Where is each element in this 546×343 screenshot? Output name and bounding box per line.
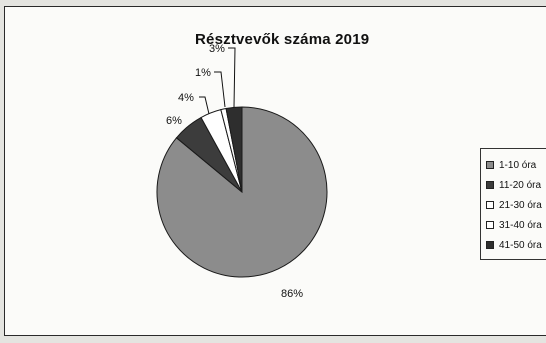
leader-line-3 xyxy=(199,96,210,115)
legend-label-2: 11-20 óra xyxy=(499,179,542,191)
data-label-4: 1% xyxy=(195,67,211,79)
legend-swatch-3 xyxy=(486,201,494,209)
legend-label-4: 31-40 óra xyxy=(499,219,542,231)
legend-label-5: 41-50 óra xyxy=(499,239,542,251)
legend-swatch-5 xyxy=(486,241,494,249)
data-label-1: 86% xyxy=(281,288,303,300)
legend-item-1: 1-10 óra xyxy=(481,155,546,175)
leader-line-5 xyxy=(228,47,236,108)
data-label-3: 4% xyxy=(178,92,194,104)
legend-item-5: 41-50 óra xyxy=(481,235,546,255)
legend-item-2: 11-20 óra xyxy=(481,175,546,195)
legend-item-4: 31-40 óra xyxy=(481,215,546,235)
chart-legend: 1-10 óra 11-20 óra 21-30 óra 31-40 óra 4… xyxy=(480,148,546,260)
legend-item-3: 21-30 óra xyxy=(481,195,546,215)
chart-title: Résztvevők száma 2019 xyxy=(195,31,370,48)
legend-label-1: 1-10 óra xyxy=(499,159,537,171)
legend-swatch-2 xyxy=(486,181,494,189)
data-label-5: 3% xyxy=(209,43,225,55)
legend-label-3: 21-30 óra xyxy=(499,199,542,211)
pie-slice-5 xyxy=(225,106,243,193)
leader-line-4 xyxy=(214,71,226,108)
legend-swatch-4 xyxy=(486,221,494,229)
data-label-2: 6% xyxy=(166,115,182,127)
legend-swatch-1 xyxy=(486,161,494,169)
